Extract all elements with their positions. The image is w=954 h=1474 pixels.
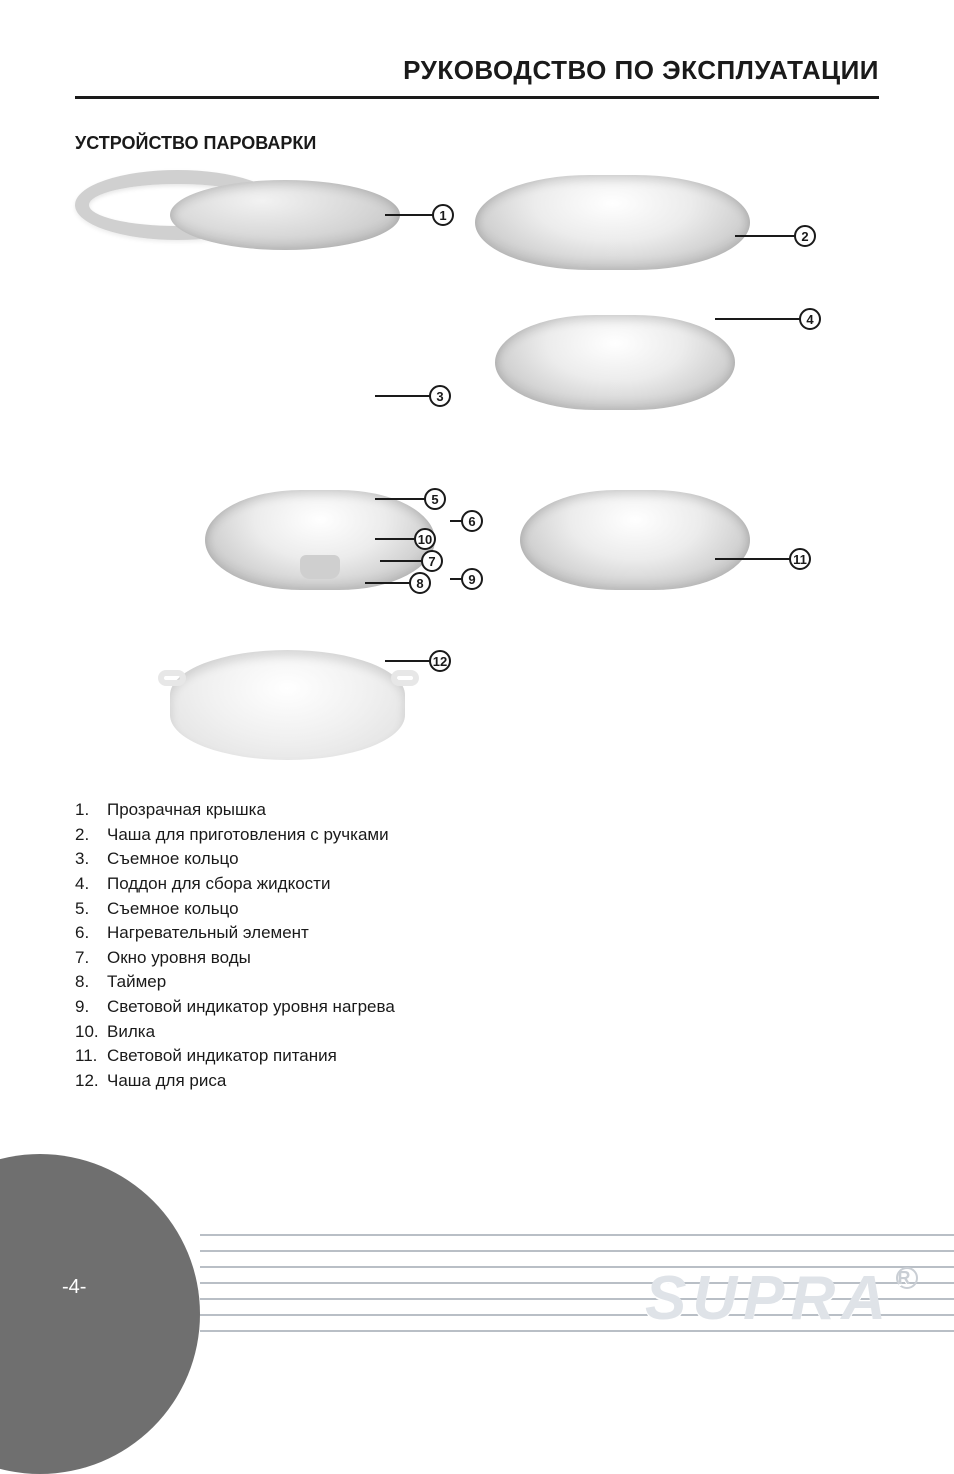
list-text: Прозрачная крышка	[107, 798, 415, 823]
section-title: УСТРОЙСТВО ПАРОВАРКИ	[75, 133, 316, 154]
part-rice-bowl-illustration	[170, 650, 405, 760]
callout-12-num: 12	[429, 650, 451, 672]
callout-10-num: 10	[414, 528, 436, 550]
part-base-unit-right	[520, 490, 750, 590]
list-num: 12.	[75, 1069, 107, 1094]
list-text: Чаша для приготовления с ручками	[107, 823, 415, 848]
header-title: РУКОВОДСТВО ПО ЭКСПЛУАТАЦИИ	[75, 55, 879, 86]
part-cooking-bowl-illustration	[475, 175, 750, 270]
callout-7-num: 7	[421, 550, 443, 572]
list-item: 2.Чаша для приготовления с ручками	[75, 823, 415, 848]
list-num: 11.	[75, 1044, 107, 1069]
list-text: Окно уровня воды	[107, 946, 415, 971]
list-text: Съемное кольцо	[107, 897, 415, 922]
list-num: 9.	[75, 995, 107, 1020]
callout-2: 2	[735, 225, 816, 247]
callout-3-num: 3	[429, 385, 451, 407]
callout-11: 11	[715, 548, 811, 570]
list-item: 5.Съемное кольцо	[75, 897, 415, 922]
list-text: Вилка	[107, 1020, 415, 1045]
parts-diagram: 1 2 3 4 5 6	[75, 170, 879, 780]
list-num: 5.	[75, 897, 107, 922]
callout-5-num: 5	[424, 488, 446, 510]
list-text: Чаша для риса	[107, 1069, 415, 1094]
registered-icon: R	[896, 1267, 918, 1289]
callout-10: 10	[375, 528, 436, 550]
list-item: 10.Вилка	[75, 1020, 415, 1045]
brand-logo: SUPRAR	[645, 1263, 914, 1334]
list-num: 7.	[75, 946, 107, 971]
list-num: 10.	[75, 1020, 107, 1045]
page-header: РУКОВОДСТВО ПО ЭКСПЛУАТАЦИИ	[75, 55, 879, 99]
page-number: -4-	[62, 1276, 86, 1299]
page: РУКОВОДСТВО ПО ЭКСПЛУАТАЦИИ УСТРОЙСТВО П…	[0, 0, 954, 1354]
callout-8-num: 8	[409, 572, 431, 594]
callout-4: 4	[715, 308, 821, 330]
list-item: 1.Прозрачная крышка	[75, 798, 415, 823]
callout-11-num: 11	[789, 548, 811, 570]
timer-knob	[300, 555, 340, 579]
part-drip-tray-illustration	[495, 315, 735, 410]
list-text: Съемное кольцо	[107, 847, 415, 872]
list-num: 3.	[75, 847, 107, 872]
rice-bowl-handle-left	[158, 670, 186, 686]
list-item: 3.Съемное кольцо	[75, 847, 415, 872]
callout-1: 1	[385, 204, 454, 226]
callout-5: 5	[375, 488, 446, 510]
callout-6: 6	[450, 510, 483, 532]
footer-arc	[0, 1154, 200, 1474]
list-text: Световой индикатор уровня нагрева	[107, 995, 415, 1020]
rice-bowl-handle-right	[391, 670, 419, 686]
callout-3: 3	[375, 385, 451, 407]
callout-8: 8	[365, 572, 431, 594]
callout-4-num: 4	[799, 308, 821, 330]
list-text: Световой индикатор питания	[107, 1044, 415, 1069]
callout-1-num: 1	[432, 204, 454, 226]
list-item: 9.Световой индикатор уровня нагрева	[75, 995, 415, 1020]
brand-text: SUPRA	[645, 1264, 892, 1333]
list-item: 6.Нагревательный элемент	[75, 921, 415, 946]
list-text: Нагревательный элемент	[107, 921, 415, 946]
list-item: 11.Световой индикатор питания	[75, 1044, 415, 1069]
callout-9: 9	[450, 568, 483, 590]
list-num: 4.	[75, 872, 107, 897]
list-item: 4.Поддон для сбора жидкости	[75, 872, 415, 897]
list-num: 8.	[75, 970, 107, 995]
callout-9-num: 9	[461, 568, 483, 590]
list-text: Таймер	[107, 970, 415, 995]
callout-7: 7	[380, 550, 443, 572]
callout-2-num: 2	[794, 225, 816, 247]
list-num: 6.	[75, 921, 107, 946]
list-item: 7.Окно уровня воды	[75, 946, 415, 971]
list-num: 1.	[75, 798, 107, 823]
list-text: Поддон для сбора жидкости	[107, 872, 415, 897]
list-item: 8.Таймер	[75, 970, 415, 995]
callout-6-num: 6	[461, 510, 483, 532]
callout-12: 12	[385, 650, 451, 672]
list-item: 12.Чаша для риса	[75, 1069, 415, 1094]
list-num: 2.	[75, 823, 107, 848]
parts-list: 1.Прозрачная крышка 2.Чаша для приготовл…	[75, 798, 415, 1094]
part-lid-illustration	[170, 180, 400, 250]
